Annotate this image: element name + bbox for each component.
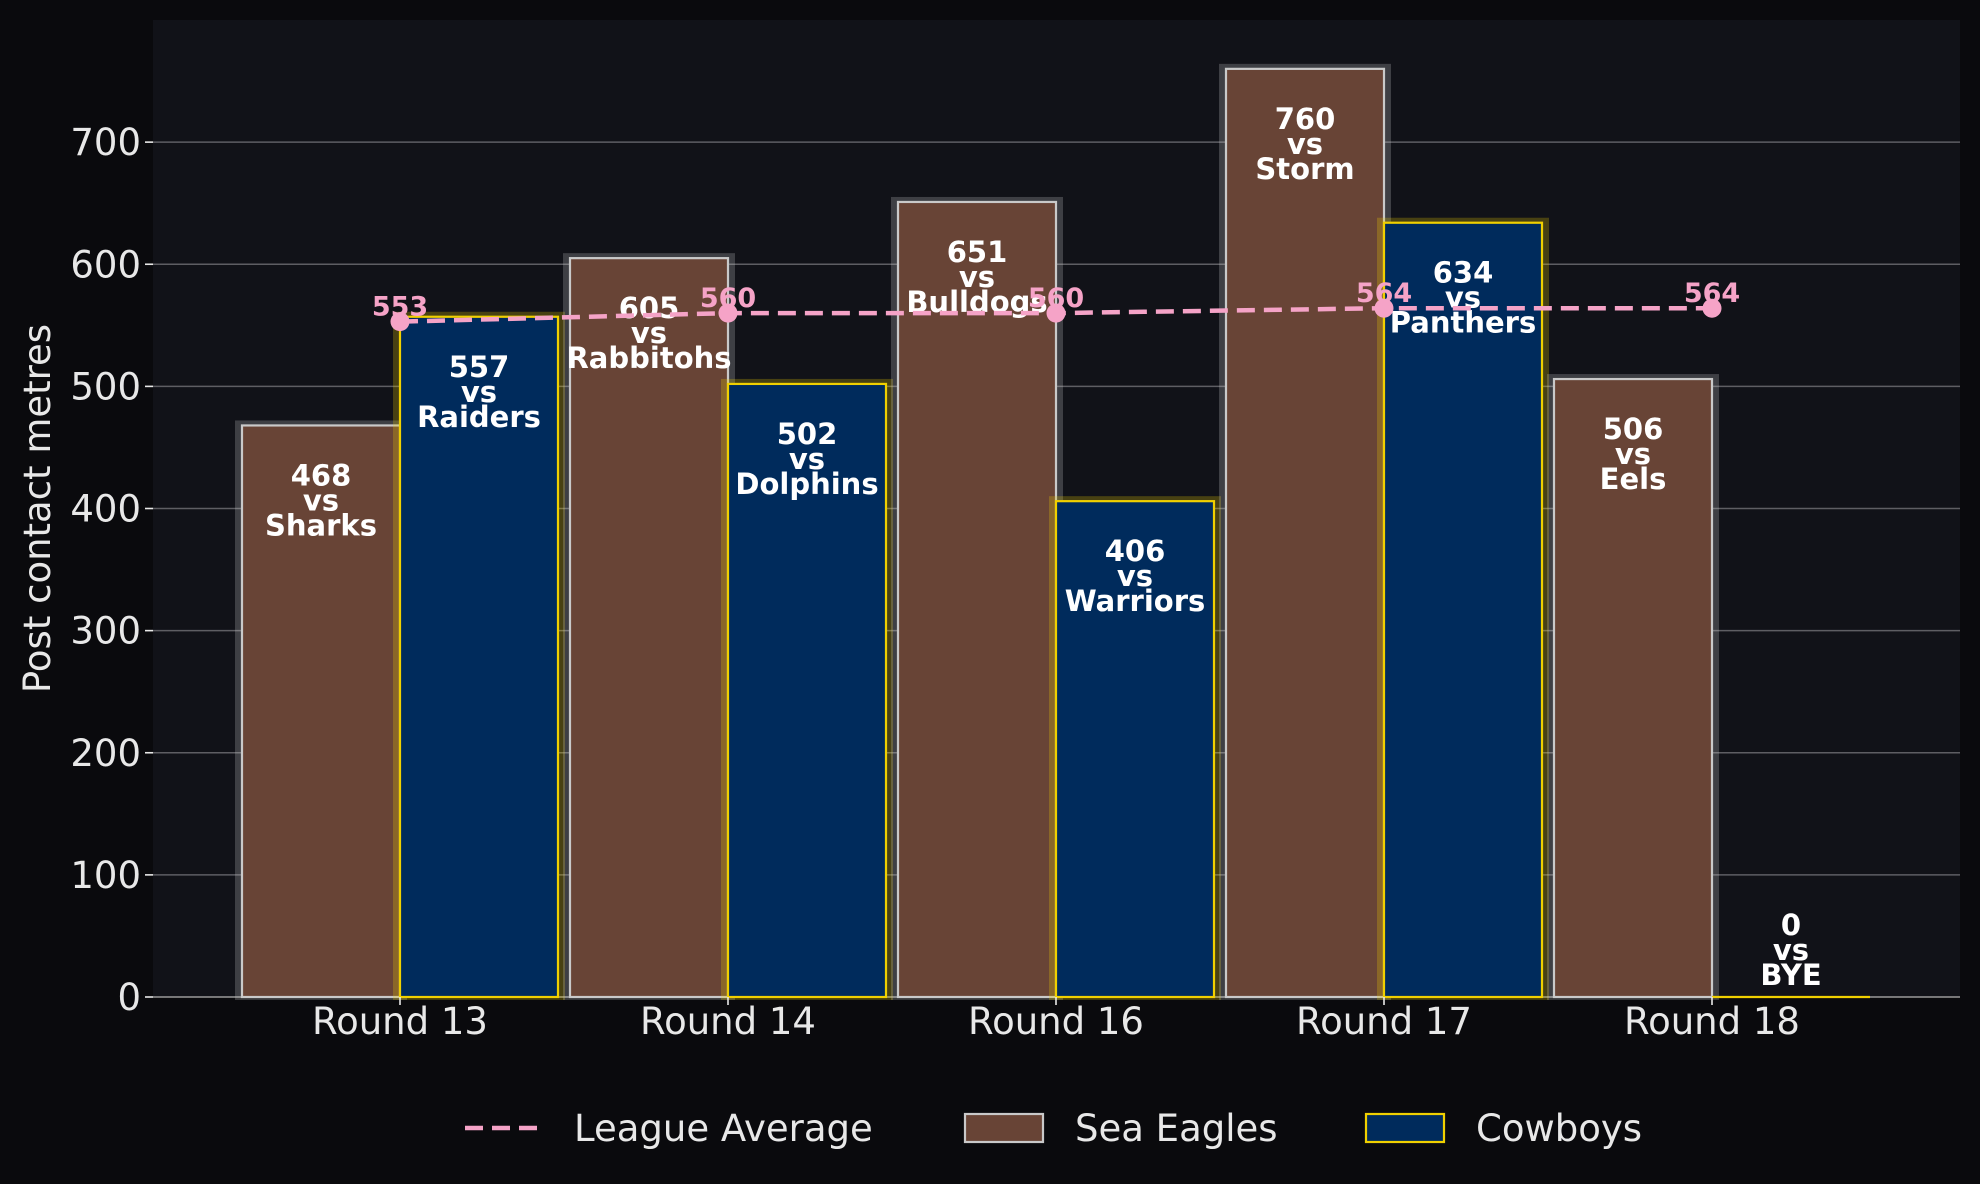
y-tick-label: 0: [117, 976, 141, 1019]
bar-sea-eagles: [1552, 377, 1714, 999]
legend-sea-eagles-swatch: [963, 1112, 1045, 1144]
bar-label-text: 506: [1603, 412, 1664, 446]
bar-label-text: vs: [303, 483, 339, 517]
bar-label-text: 406: [1105, 534, 1166, 568]
league-average-point: [1374, 298, 1394, 318]
bar-label-text: vs: [631, 316, 667, 350]
bar-label-text: Panthers: [1390, 306, 1536, 340]
bar-label-text: 634: [1433, 256, 1494, 290]
bar-label-text: 651: [947, 235, 1008, 269]
bar-cowboys: [398, 315, 560, 999]
bar-label-text: 468: [291, 458, 352, 492]
bar-cowboys: [726, 382, 888, 999]
league-average-value: 560: [1028, 283, 1084, 314]
bar-label-text: vs: [1117, 559, 1153, 593]
league-average-line: 553 560 560 564 564: [372, 278, 1740, 332]
bar-sea-eagles: [896, 200, 1058, 999]
bar-label-text: Storm: [1255, 152, 1354, 186]
x-tick-label: Round 18: [1624, 1000, 1800, 1043]
legend-league-average-label: League Average: [574, 1107, 873, 1150]
bar-labels: 468vsSharks557vsRaiders605vsRabbitohs502…: [265, 102, 1822, 992]
bars: [235, 63, 1870, 1001]
y-axis-label: Post contact metres: [16, 324, 59, 693]
league-average-point: [390, 312, 410, 332]
y-tick-label: 700: [70, 121, 141, 164]
league-average-value: 564: [1684, 278, 1740, 309]
bar-label-text: vs: [1773, 933, 1809, 967]
bar-label-text: Rabbitohs: [566, 341, 731, 375]
x-tick-label: Round 14: [640, 1000, 816, 1043]
bar-label-text: 502: [777, 417, 838, 451]
bar-label-text: 0: [1781, 908, 1801, 942]
bar-sea-eagles: [568, 257, 730, 999]
league-average-point: [718, 303, 738, 323]
x-tick-label: Round 13: [312, 1000, 488, 1043]
y-tick-label: 600: [70, 243, 141, 286]
bar-label-text: Raiders: [417, 400, 541, 434]
bar-label-text: 760: [1275, 102, 1336, 136]
bar-label-text: vs: [461, 375, 497, 409]
legend-sea-eagles-label: Sea Eagles: [1075, 1107, 1278, 1150]
bar-label-text: vs: [789, 442, 825, 476]
bar-label-text: Eels: [1600, 462, 1667, 496]
legend-cowboys-label: Cowboys: [1476, 1107, 1642, 1150]
bar-label-text: 557: [449, 350, 510, 384]
bar-sea-eagles: [1224, 67, 1386, 999]
x-axis: Round 13 Round 14 Round 16 Round 17 Round 18: [312, 997, 1800, 1043]
bar-cowboys: [1382, 221, 1544, 999]
legend: League Average Sea Eagles Cowboys: [465, 1107, 1642, 1150]
y-tick-label: 400: [70, 488, 141, 531]
x-tick-label: Round 17: [1296, 1000, 1472, 1043]
bar-label-text: vs: [1615, 437, 1651, 471]
bar-label-text: vs: [959, 260, 995, 294]
y-tick-label: 500: [70, 365, 141, 408]
league-average-value: 560: [700, 283, 756, 314]
bar-sea-eagles: [240, 424, 402, 999]
y-tick-label: 200: [70, 732, 141, 775]
bar-cowboys: [1054, 500, 1216, 999]
league-average-point: [1702, 298, 1722, 318]
bar-label-text: vs: [1287, 127, 1323, 161]
bar-label-text: 605: [619, 291, 680, 325]
league-average-value: 553: [372, 292, 428, 323]
y-axis: 0 100 200 300 400 500 600 700: [70, 121, 1960, 1019]
bar-label-text: Warriors: [1065, 584, 1206, 618]
y-tick-label: 300: [70, 610, 141, 653]
bar-label-text: Dolphins: [735, 467, 878, 501]
legend-cowboys-swatch: [1364, 1112, 1446, 1144]
league-average-point: [1046, 303, 1066, 323]
y-tick-label: 100: [70, 854, 141, 897]
bar-label-text: BYE: [1760, 958, 1821, 992]
x-tick-label: Round 16: [968, 1000, 1144, 1043]
league-average-value: 564: [1356, 278, 1412, 309]
bar-label-text: Sharks: [265, 508, 377, 542]
